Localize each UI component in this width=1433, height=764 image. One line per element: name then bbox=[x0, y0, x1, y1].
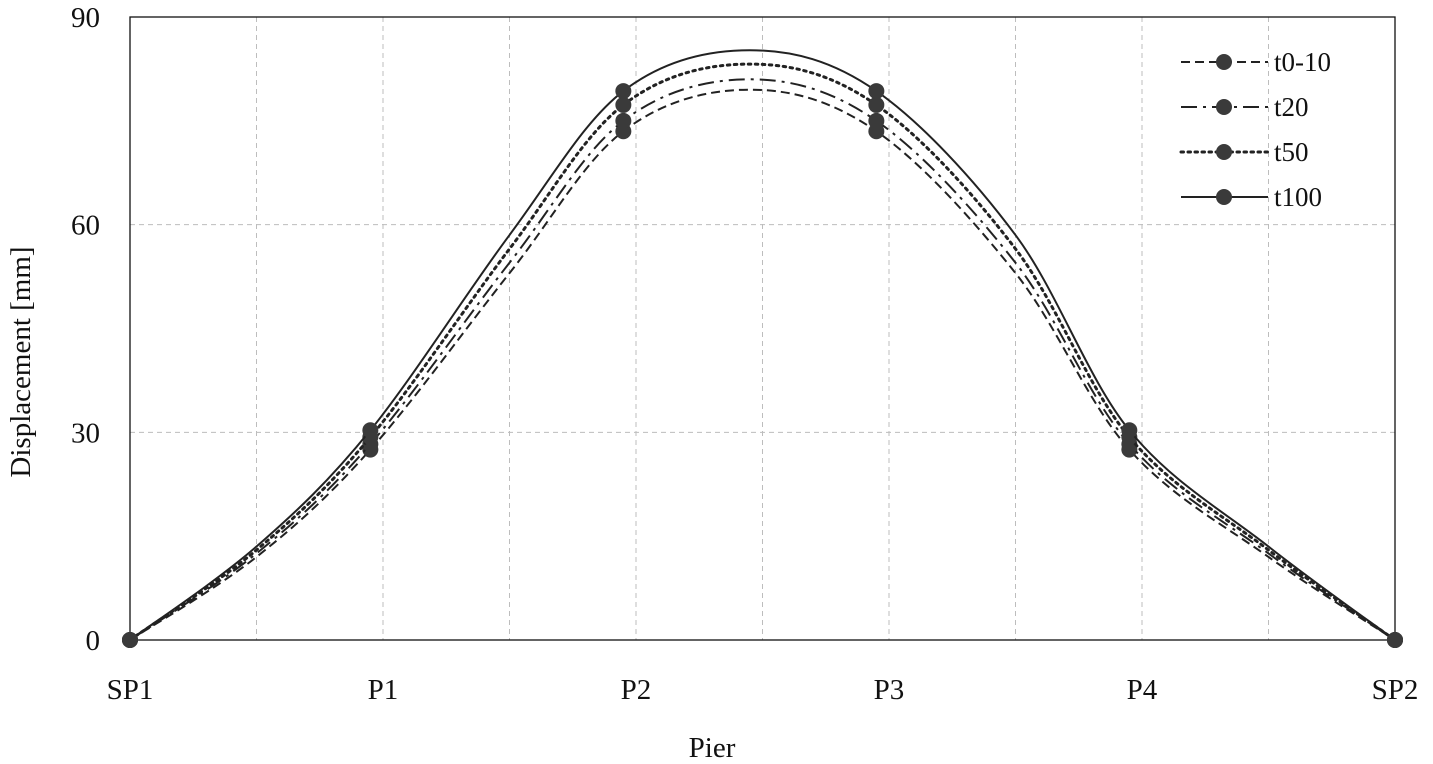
legend-marker-t50 bbox=[1216, 144, 1232, 160]
data-point-t50 bbox=[615, 96, 632, 113]
y-axis-label: Displacement [mm] bbox=[5, 246, 37, 477]
data-point-t100 bbox=[362, 422, 379, 439]
y-tick-label: 30 bbox=[71, 417, 100, 449]
series-line-t50 bbox=[128, 62, 1397, 642]
legend-marker-t20 bbox=[1216, 99, 1232, 115]
series-line-t20 bbox=[129, 78, 1396, 641]
tick-layer: 0 30 60 90 SP1 P1 P2 P3 P4 SP2 bbox=[71, 2, 1418, 706]
legend-label-t50: t50 bbox=[1274, 137, 1309, 167]
series-line-t0-10 bbox=[129, 88, 1396, 641]
data-point-t20 bbox=[868, 112, 885, 129]
series-line-t100 bbox=[129, 49, 1396, 641]
x-tick-label: SP1 bbox=[107, 674, 154, 706]
legend-label-t100: t100 bbox=[1274, 182, 1322, 212]
x-axis-label: Pier bbox=[689, 732, 736, 764]
legend-label-t20: t20 bbox=[1274, 92, 1309, 122]
x-tick-label: P3 bbox=[874, 674, 905, 706]
legend-label-t0-10: t0-10 bbox=[1274, 47, 1331, 77]
data-point-t100 bbox=[1121, 422, 1138, 439]
plot-frame bbox=[129, 16, 1396, 641]
series-layer bbox=[122, 49, 1403, 648]
frame-layer bbox=[129, 16, 1396, 641]
y-tick-label: 0 bbox=[86, 625, 101, 657]
data-point-t50 bbox=[868, 96, 885, 113]
x-tick-label: SP2 bbox=[1372, 674, 1419, 706]
y-tick-label: 60 bbox=[71, 210, 100, 242]
data-point-t100 bbox=[615, 83, 632, 100]
data-point-t20 bbox=[615, 112, 632, 129]
data-point-t100 bbox=[122, 632, 138, 648]
legend: t0-10 t20 t50 t100 bbox=[1179, 47, 1331, 212]
y-tick-label: 90 bbox=[71, 2, 100, 34]
data-point-t100 bbox=[868, 83, 885, 100]
legend-marker-t100 bbox=[1216, 189, 1232, 205]
x-tick-label: P2 bbox=[621, 674, 652, 706]
legend-marker-t0-10 bbox=[1216, 54, 1232, 70]
x-tick-label: P4 bbox=[1127, 674, 1158, 706]
x-tick-label: P1 bbox=[368, 674, 399, 706]
data-point-t100 bbox=[1387, 632, 1403, 648]
grid-layer bbox=[130, 17, 1395, 640]
